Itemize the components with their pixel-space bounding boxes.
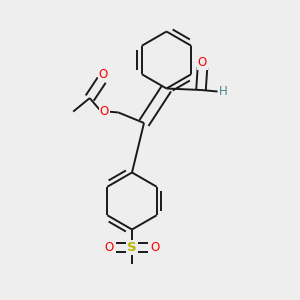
Text: S: S	[127, 241, 137, 254]
Text: H: H	[218, 85, 227, 98]
Text: O: O	[151, 241, 160, 254]
Text: O: O	[99, 68, 108, 81]
Text: O: O	[104, 241, 113, 254]
Text: O: O	[100, 105, 109, 118]
Text: O: O	[198, 56, 207, 69]
